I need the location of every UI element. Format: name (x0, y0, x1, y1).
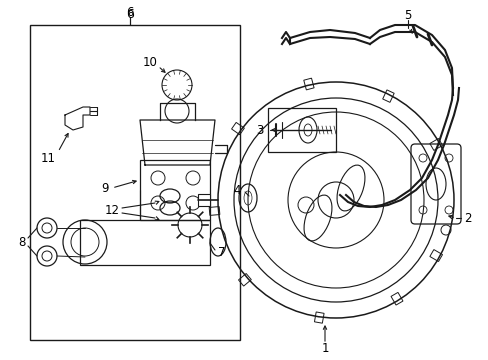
Text: 10: 10 (142, 55, 157, 68)
Text: 3: 3 (256, 123, 263, 136)
Bar (382, 90, 393, 102)
Text: 6: 6 (126, 8, 134, 21)
Text: 2: 2 (463, 212, 471, 225)
Text: 5: 5 (404, 9, 411, 22)
Bar (198, 194, 209, 206)
Bar (238, 274, 251, 286)
Text: 8: 8 (18, 235, 26, 248)
Bar (30, 25, 240, 340)
Bar (314, 312, 324, 323)
Text: 4: 4 (233, 184, 240, 197)
Bar (80, 220, 209, 265)
Bar (303, 78, 313, 90)
Bar (390, 292, 402, 305)
Bar (140, 160, 209, 220)
Text: 11: 11 (41, 152, 55, 165)
Text: 7: 7 (218, 247, 225, 260)
Bar (231, 122, 244, 135)
Text: 12: 12 (104, 203, 119, 216)
Bar (429, 249, 442, 261)
Bar (429, 139, 442, 150)
Bar (267, 108, 335, 152)
Text: 1: 1 (321, 342, 328, 355)
Text: 9: 9 (101, 181, 108, 194)
Text: 6: 6 (126, 5, 134, 18)
Bar (209, 207, 220, 215)
